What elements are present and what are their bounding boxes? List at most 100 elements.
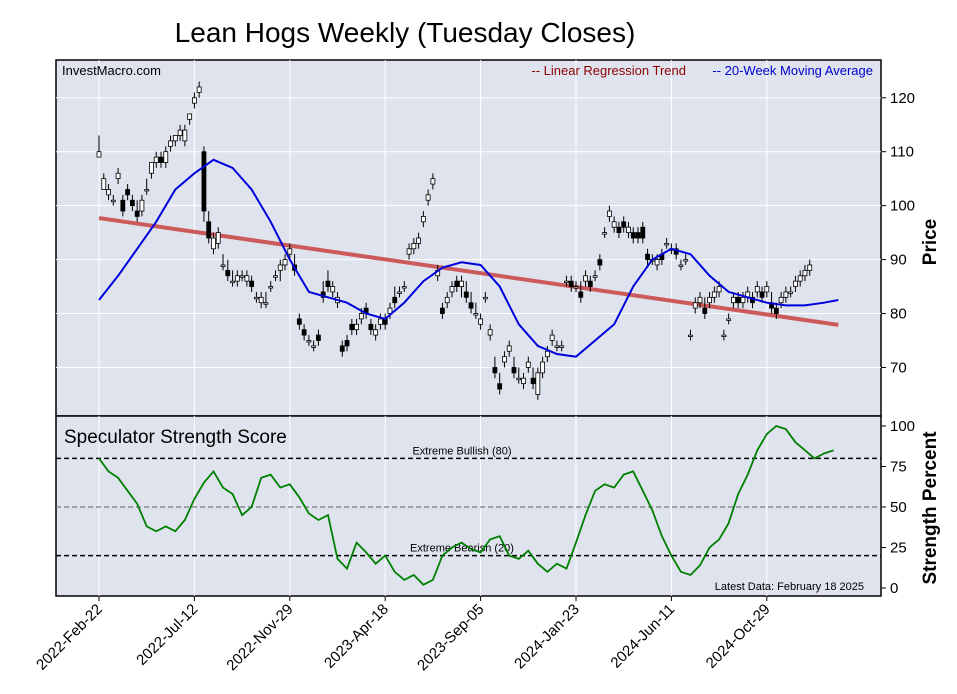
candle: [692, 297, 698, 314]
candle-body: [540, 361, 546, 374]
candle: [492, 356, 498, 379]
candle-body: [115, 172, 121, 180]
candle: [416, 232, 421, 249]
candle-body: [172, 135, 178, 142]
price-tick-label: 80: [890, 306, 907, 323]
candle-body: [678, 264, 684, 267]
candle-body: [106, 189, 111, 196]
candle-body: [230, 280, 235, 284]
candle: [497, 372, 503, 395]
candle: [759, 286, 765, 303]
candle-body: [373, 329, 379, 336]
candle-body: [764, 286, 770, 293]
candle-body: [688, 334, 693, 337]
candle: [606, 205, 612, 222]
candle-body: [287, 248, 293, 255]
candle-body: [273, 275, 278, 278]
candle-body: [640, 226, 646, 239]
candle-body: [521, 377, 526, 385]
candle-body: [645, 253, 650, 260]
candle-body: [664, 242, 670, 246]
candle-body: [454, 280, 460, 287]
candle: [707, 291, 712, 309]
chart-title: Lean Hogs Weekly (Tuesday Closes): [175, 17, 636, 48]
candle: [411, 238, 417, 255]
candle: [764, 281, 770, 298]
candle-body: [788, 291, 794, 294]
candle-body: [525, 361, 531, 368]
candle: [378, 313, 383, 330]
candle: [683, 254, 689, 265]
candle: [268, 281, 274, 292]
candle-body: [239, 275, 245, 278]
candle-body: [301, 329, 307, 336]
candle: [425, 189, 431, 206]
candle: [110, 194, 116, 206]
candle: [530, 367, 536, 390]
candle: [525, 356, 531, 373]
candle: [506, 340, 512, 357]
candle-body: [497, 383, 503, 390]
candle: [568, 275, 574, 292]
candle-body: [96, 151, 102, 158]
candle-body: [158, 156, 164, 163]
candle-body: [134, 210, 140, 217]
x-axis-ticks: 2022-Feb-22 2022-Jul-12 2022-Nov-29 2023-Ap…: [33, 596, 774, 674]
watermark: InvestMacro.com: [62, 63, 161, 78]
candle: [139, 194, 145, 217]
regression-line: [98, 216, 839, 327]
candle-body: [587, 280, 593, 287]
candle: [106, 184, 111, 201]
candle-body: [344, 340, 350, 347]
x-tick-label: 2023-Apr-18: [321, 601, 392, 672]
candle: [239, 270, 245, 282]
candle: [187, 113, 193, 125]
candle: [616, 221, 622, 238]
candle-body: [568, 280, 574, 287]
candle-body: [177, 129, 183, 136]
candle-body: [773, 307, 779, 314]
candle-body: [406, 248, 412, 255]
candle: [163, 146, 169, 168]
candle: [549, 329, 555, 346]
candle-body: [740, 296, 746, 304]
candle: [201, 146, 207, 222]
x-tick-label: 2022-Nov-29: [223, 601, 296, 674]
candle: [387, 302, 393, 319]
strength-grid: [98, 416, 768, 596]
candle: [521, 372, 526, 390]
candle: [373, 324, 379, 341]
legend-regression: -- Linear Regression Trend: [531, 63, 686, 78]
candle-body: [487, 329, 493, 336]
candle-body: [473, 313, 479, 316]
candle: [101, 173, 107, 190]
strength-title: Speculator Strength Score: [64, 427, 287, 448]
candle: [688, 329, 693, 341]
candle: [459, 275, 464, 298]
candle: [177, 124, 183, 141]
candle-body: [544, 350, 550, 358]
candle: [296, 313, 302, 330]
candle-body: [168, 140, 173, 147]
candle-body: [139, 199, 145, 212]
candle-body: [726, 318, 732, 321]
candle-body: [249, 280, 255, 287]
candle-body: [425, 194, 431, 201]
candle-body: [549, 334, 555, 341]
candle: [368, 318, 374, 336]
x-tick-label: 2023-Sep-05: [414, 601, 487, 674]
candle: [325, 270, 331, 292]
candle: [211, 232, 216, 255]
candle: [611, 216, 617, 233]
candle: [220, 254, 226, 271]
candle-body: [187, 113, 193, 120]
candle: [788, 286, 794, 298]
candle-body: [759, 291, 765, 298]
candle: [306, 335, 312, 346]
candle: [182, 124, 188, 147]
candle: [144, 178, 150, 195]
candle: [115, 167, 121, 185]
candle: [487, 324, 493, 341]
candle-body: [692, 302, 698, 309]
candle-body: [268, 286, 274, 289]
